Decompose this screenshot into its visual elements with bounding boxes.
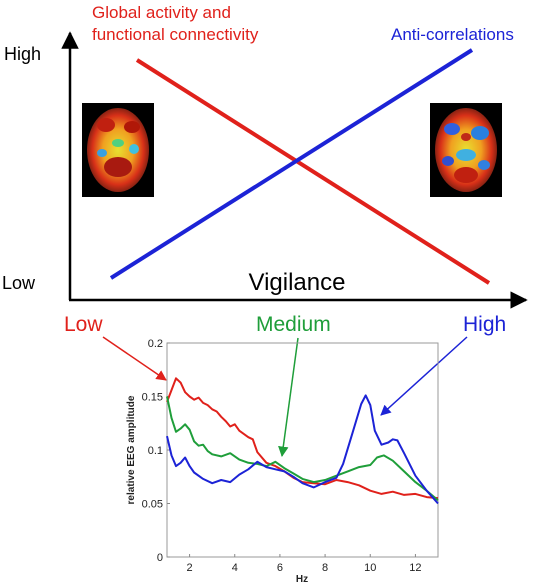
eeg-ylabel: relative EEG amplitude <box>126 395 137 504</box>
arrow-medium-to-green-curve <box>278 337 299 458</box>
xtick-label: 10 <box>364 562 376 574</box>
brain-map-low-vigilance <box>82 103 154 197</box>
eeg-axis-ticks: 2 4 6 8 10 12 0 0.05 0.1 0.15 0.2 <box>142 338 422 574</box>
top-ytick-low: Low <box>2 273 36 293</box>
xtick-label: 2 <box>187 562 193 574</box>
ytick-label: 0.15 <box>142 392 163 404</box>
series-label-global-activity: Global activity and functional connectiv… <box>92 3 259 44</box>
series-line-high <box>166 394 439 505</box>
ytick-label: 0.05 <box>142 499 163 511</box>
brain-map-high-vigilance <box>430 103 502 197</box>
arrow-high-to-blue-curve <box>380 336 468 416</box>
xtick-label: 4 <box>232 562 238 574</box>
series-label-global-activity-line-1: Global activity and <box>92 3 231 22</box>
arrow-low-to-red-curve <box>102 336 167 381</box>
ytick-label: 0 <box>157 552 163 564</box>
eeg-plot: 2 4 6 8 10 12 0 0.05 0.1 0.15 0.2 Hz relative EEG … <box>126 338 439 585</box>
top-ytick-high: High <box>4 44 41 64</box>
vigilance-level-high: High <box>463 313 506 336</box>
series-line-medium <box>166 396 439 502</box>
xtick-label: 8 <box>322 562 328 574</box>
series-label-global-activity-line-2: functional connectivity <box>92 25 259 44</box>
vigilance-level-labels: Low Medium High <box>64 313 506 458</box>
xtick-label: 12 <box>409 562 421 574</box>
top-diagram: High Low Vigilance Global activity and f… <box>2 3 528 309</box>
series-line-global-activity <box>135 58 491 285</box>
vigilance-level-low: Low <box>64 313 103 336</box>
series-label-anti-correlations: Anti-correlations <box>391 25 514 44</box>
vigilance-level-medium: Medium <box>256 313 331 336</box>
eeg-series-group <box>166 377 439 505</box>
ytick-label: 0.1 <box>148 445 163 457</box>
ytick-label: 0.2 <box>148 338 163 350</box>
top-xlabel: Vigilance <box>249 269 346 296</box>
series-line-anti-correlations <box>109 48 474 280</box>
series-line-low <box>166 377 439 500</box>
eeg-xlabel: Hz <box>296 574 308 585</box>
xtick-label: 6 <box>277 562 283 574</box>
